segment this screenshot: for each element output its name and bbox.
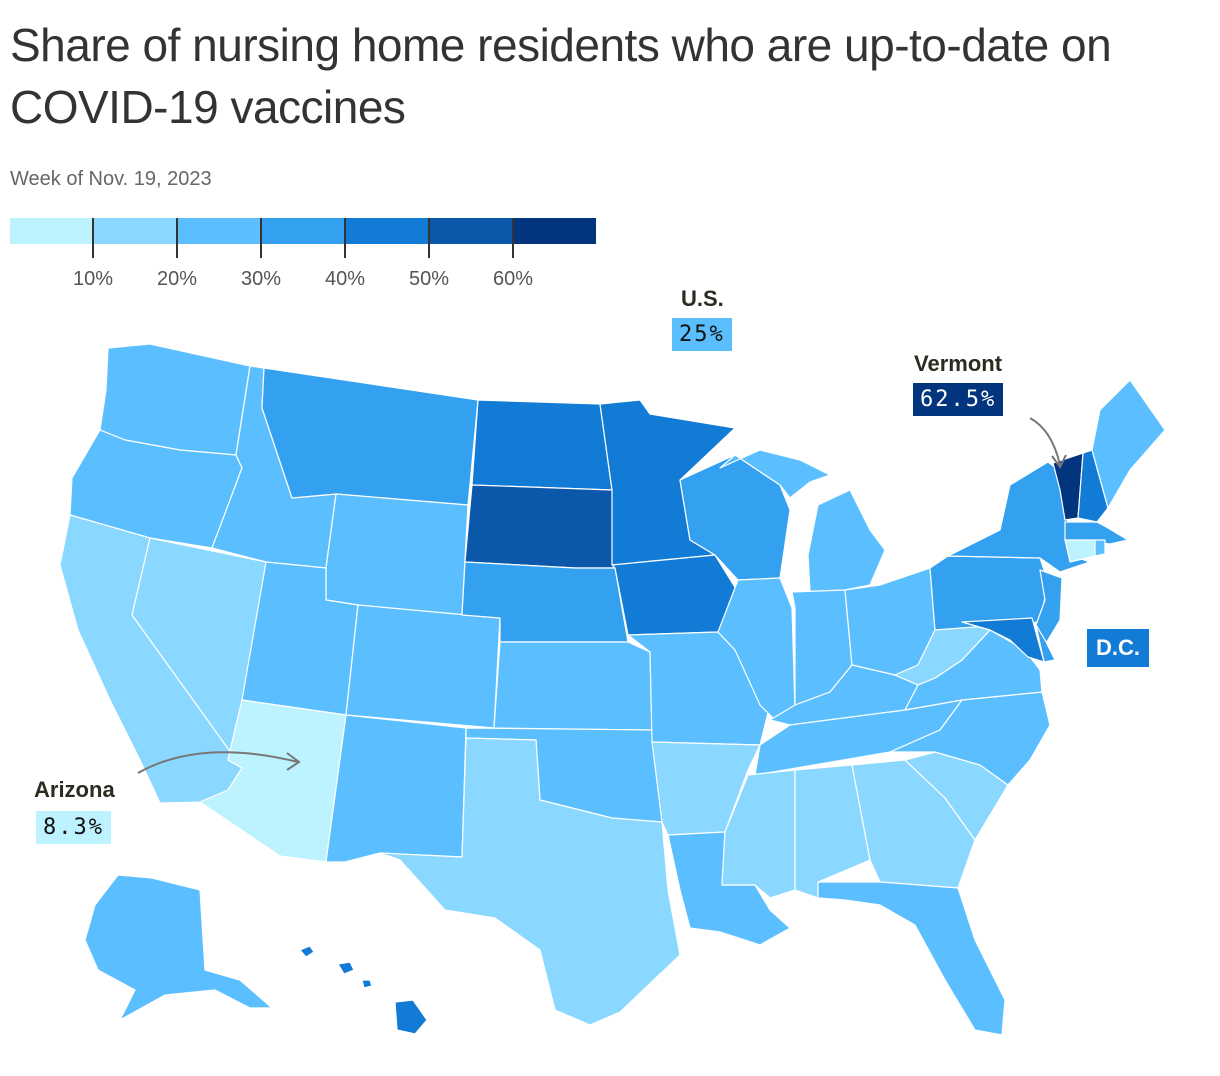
legend-tick-label: 20% bbox=[156, 268, 198, 290]
legend-tick bbox=[428, 218, 430, 258]
legend-swatch-0 bbox=[10, 218, 94, 244]
legend-tick bbox=[260, 218, 262, 258]
state-DE[interactable] bbox=[1035, 624, 1056, 663]
state-ME[interactable] bbox=[1091, 379, 1166, 509]
state-CT[interactable] bbox=[1064, 539, 1096, 563]
legend-tick-label: 60% bbox=[492, 268, 534, 290]
vermont-callout-value: 62.5% bbox=[913, 383, 1004, 416]
legend-swatch-6 bbox=[512, 218, 597, 244]
state-WA[interactable] bbox=[99, 343, 251, 456]
vermont-arrowhead bbox=[1051, 454, 1067, 469]
state-KS[interactable] bbox=[493, 641, 653, 731]
us-callout-value: 25% bbox=[672, 318, 732, 351]
arizona-arrowhead bbox=[286, 752, 301, 771]
state-SD[interactable] bbox=[464, 484, 616, 569]
legend-swatch-4 bbox=[344, 218, 429, 244]
legend-bar bbox=[10, 218, 597, 244]
state-WY[interactable] bbox=[325, 493, 469, 616]
legend-tick bbox=[344, 218, 346, 258]
vermont-arrow bbox=[1029, 417, 1061, 466]
state-AK[interactable] bbox=[84, 874, 273, 1021]
state-HI[interactable] bbox=[299, 945, 428, 1035]
legend-swatch-1 bbox=[93, 218, 178, 244]
state-FL[interactable] bbox=[817, 881, 1006, 1036]
legend-swatch-2 bbox=[177, 218, 262, 244]
state-VT[interactable] bbox=[1052, 452, 1084, 521]
chart-subtitle: Week of Nov. 19, 2023 bbox=[10, 168, 212, 190]
us-callout-name: U.S. bbox=[681, 286, 724, 311]
color-legend: 10% 20% 30% 40% 50% 60% bbox=[10, 218, 597, 298]
state-MT[interactable] bbox=[261, 367, 479, 506]
us-state-map bbox=[59, 343, 1166, 1036]
state-TX[interactable] bbox=[379, 737, 681, 1026]
legend-tick-label: 50% bbox=[408, 268, 450, 290]
legend-tick-label: 10% bbox=[72, 268, 114, 290]
arizona-callout-value: 8.3% bbox=[36, 811, 111, 844]
state-NH[interactable] bbox=[1077, 449, 1109, 523]
arizona-callout-name: Arizona bbox=[34, 777, 115, 802]
state-NM[interactable] bbox=[325, 714, 467, 863]
legend-tick bbox=[512, 218, 514, 258]
legend-tick-label: 40% bbox=[324, 268, 366, 290]
legend-swatch-5 bbox=[428, 218, 513, 244]
state-ND[interactable] bbox=[471, 399, 613, 491]
state-MI[interactable] bbox=[719, 449, 886, 593]
state-RI[interactable] bbox=[1094, 539, 1106, 557]
legend-tick bbox=[176, 218, 178, 258]
state-IA[interactable] bbox=[611, 554, 739, 636]
state-CO[interactable] bbox=[345, 604, 501, 729]
chart-title: Share of nursing home residents who are … bbox=[10, 19, 1112, 133]
dc-label: D.C. bbox=[1087, 629, 1149, 667]
legend-tick-label: 30% bbox=[240, 268, 282, 290]
vermont-callout-name: Vermont bbox=[914, 351, 1003, 376]
legend-tick bbox=[92, 218, 94, 258]
legend-swatch-3 bbox=[261, 218, 345, 244]
arizona-arrow bbox=[137, 751, 299, 774]
state-MD[interactable] bbox=[961, 617, 1045, 663]
